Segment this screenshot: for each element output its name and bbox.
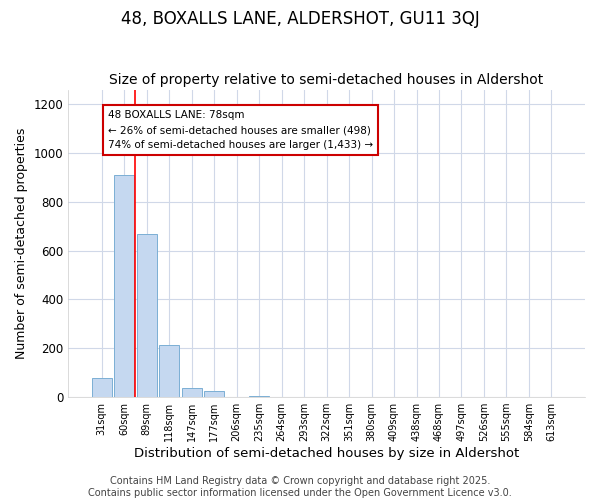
Bar bbox=[92, 378, 112, 397]
Bar bbox=[159, 344, 179, 397]
Title: Size of property relative to semi-detached houses in Aldershot: Size of property relative to semi-detach… bbox=[109, 73, 544, 87]
Bar bbox=[204, 391, 224, 397]
Bar bbox=[137, 234, 157, 397]
Bar bbox=[249, 396, 269, 397]
Bar bbox=[182, 388, 202, 397]
Text: 48, BOXALLS LANE, ALDERSHOT, GU11 3QJ: 48, BOXALLS LANE, ALDERSHOT, GU11 3QJ bbox=[121, 10, 479, 28]
X-axis label: Distribution of semi-detached houses by size in Aldershot: Distribution of semi-detached houses by … bbox=[134, 447, 519, 460]
Text: Contains HM Land Registry data © Crown copyright and database right 2025.
Contai: Contains HM Land Registry data © Crown c… bbox=[88, 476, 512, 498]
Bar bbox=[114, 175, 134, 397]
Y-axis label: Number of semi-detached properties: Number of semi-detached properties bbox=[15, 128, 28, 359]
Text: 48 BOXALLS LANE: 78sqm
← 26% of semi-detached houses are smaller (498)
74% of se: 48 BOXALLS LANE: 78sqm ← 26% of semi-det… bbox=[108, 110, 373, 150]
